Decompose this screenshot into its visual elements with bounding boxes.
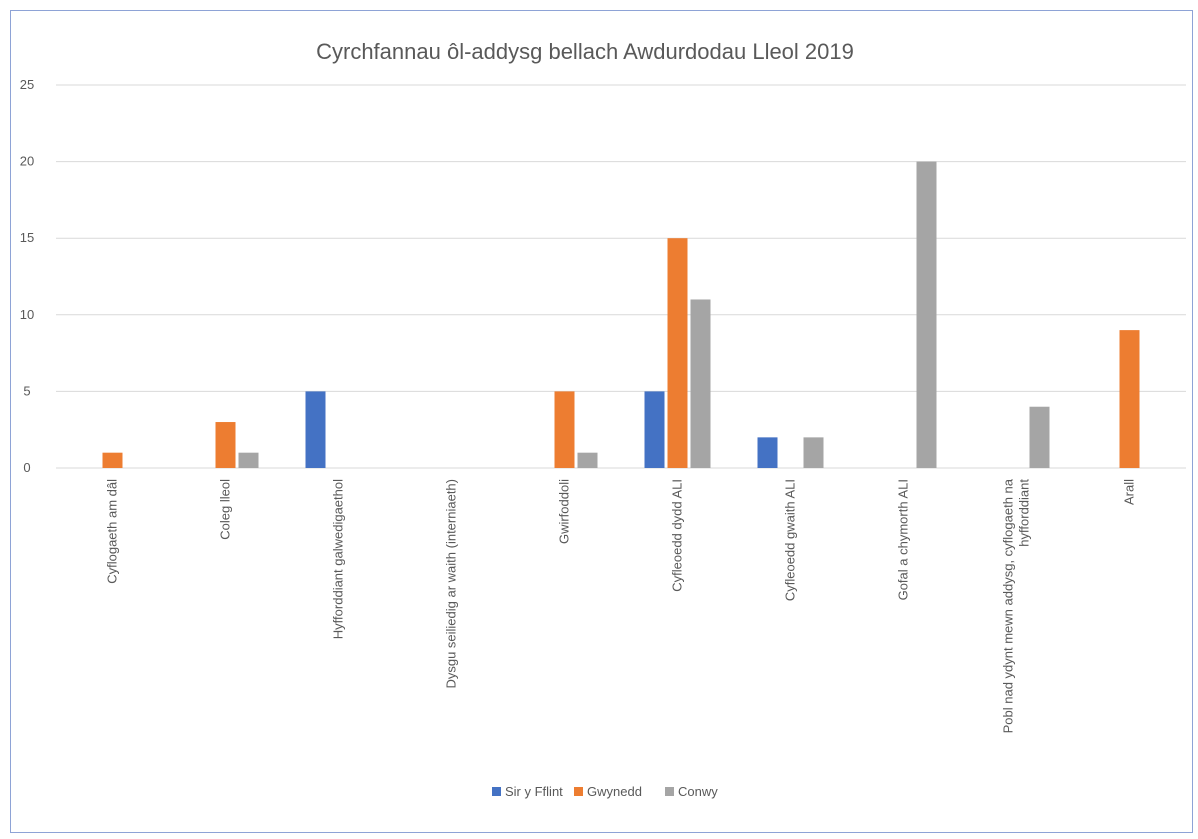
bar-conwy xyxy=(238,452,259,468)
gridlines xyxy=(56,84,1186,469)
legend-label: Sir y Fflint xyxy=(505,784,563,799)
x-category-label: Hyfforddiant galwedigaethol xyxy=(331,479,346,639)
y-tick-label: 15 xyxy=(20,230,34,245)
bar-gwynedd xyxy=(215,422,236,468)
x-axis-categories: Cyflogaeth am dâl Coleg lleol Hyfforddiant… xyxy=(105,478,1137,733)
bar-gwynedd xyxy=(554,391,575,468)
legend-swatch xyxy=(492,787,501,796)
x-category-label: Dysgu seiliedig ar waith (interniaeth) xyxy=(444,479,459,689)
x-category-label: Cyflogaeth am dâl xyxy=(105,479,120,584)
x-category-label: Cyfleoedd gwaith ALI xyxy=(783,479,798,601)
y-tick-label: 25 xyxy=(20,77,34,92)
legend-label: Gwynedd xyxy=(587,784,642,799)
bar-gwynedd xyxy=(1119,330,1140,468)
bar-sir-y-fflint xyxy=(305,391,326,468)
bar-sir-y-fflint xyxy=(757,437,778,468)
chart-frame: Cyrchfannau ôl-addysg bellach Awdurdodau… xyxy=(10,10,1193,833)
bar-conwy xyxy=(803,437,824,468)
x-category-label: Gwirfoddoli xyxy=(557,479,572,544)
bar-conwy xyxy=(916,161,937,468)
x-category-label: Gofal a chymorth ALI xyxy=(896,479,911,600)
bar-sir-y-fflint xyxy=(644,391,665,468)
x-category-label: Pobl nad ydynt mewn addysg, cyflogaeth n… xyxy=(1001,478,1016,733)
bars xyxy=(102,161,1140,468)
chart-svg: Cyrchfannau ôl-addysg bellach Awdurdodau… xyxy=(20,39,1186,799)
legend-swatch xyxy=(574,787,583,796)
y-axis-ticks: 0 5 10 15 20 25 xyxy=(20,77,34,475)
legend-swatch xyxy=(665,787,674,796)
x-category-label: hyfforddiant xyxy=(1017,479,1032,547)
bar-conwy xyxy=(1029,406,1050,468)
legend: Sir y Fflint Gwynedd Conwy xyxy=(492,784,718,799)
bar-conwy xyxy=(690,299,711,468)
legend-label: Conwy xyxy=(678,784,718,799)
bar-conwy xyxy=(577,452,598,468)
x-category-label: Cyfleoedd dydd ALI xyxy=(670,479,685,592)
chart-title: Cyrchfannau ôl-addysg bellach Awdurdodau… xyxy=(316,39,854,64)
x-category-label: Coleg lleol xyxy=(218,479,233,540)
y-tick-label: 5 xyxy=(23,383,30,398)
bar-gwynedd xyxy=(102,452,123,468)
y-tick-label: 10 xyxy=(20,307,34,322)
y-tick-label: 20 xyxy=(20,154,34,169)
bar-gwynedd xyxy=(667,238,688,468)
y-tick-label: 0 xyxy=(23,460,30,475)
x-category-label: Arall xyxy=(1122,479,1137,505)
